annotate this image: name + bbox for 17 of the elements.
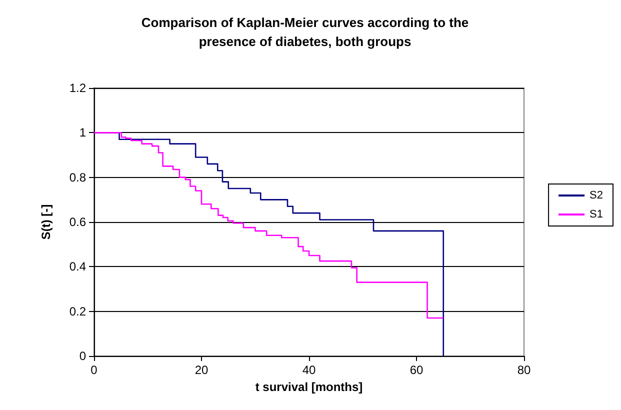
x-axis-title: t survival [months] [255,380,363,394]
y-tick-label: 0.4 [69,260,86,274]
x-tick-label: 0 [90,363,98,377]
y-axis-title: S(t) [-] [39,204,53,240]
y-tick-label: 0 [79,349,86,363]
chart-title: Comparison of Kaplan-Meier curves according to the presence of diabetes, both groups [141,15,469,49]
x-tick-label: 40 [302,363,316,377]
y-tick-label: 0.6 [69,215,86,229]
y-tick-label: 0.2 [69,304,86,318]
x-tick-label: 20 [194,363,208,377]
legend-label: S1 [590,208,604,220]
x-tick-label: 80 [517,363,531,377]
y-tick-label: 0.8 [69,170,86,184]
legend-label: S2 [590,190,604,202]
y-tick-label: 1.2 [69,81,86,95]
y-tick-label: 1 [79,126,86,140]
x-tick-label: 60 [410,363,424,377]
